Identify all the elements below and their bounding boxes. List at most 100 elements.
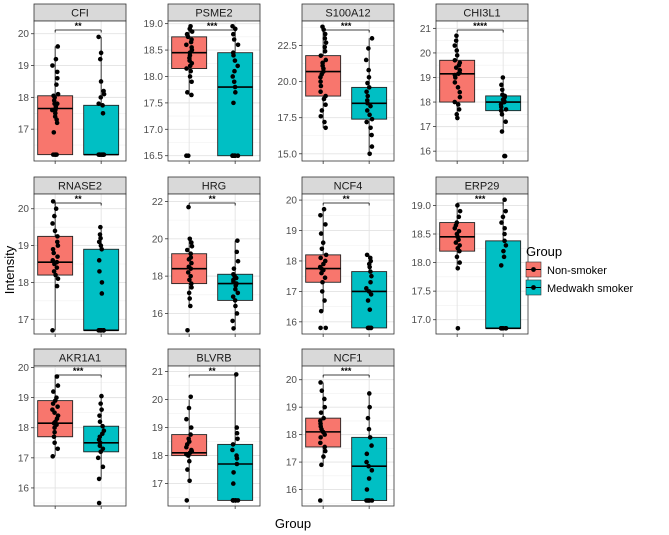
data-point (100, 446, 106, 452)
data-point (184, 31, 190, 37)
box-non-smoker-ncf1 (305, 380, 342, 503)
data-point (502, 231, 507, 237)
data-point (319, 289, 325, 294)
data-point (51, 389, 56, 394)
data-point (184, 451, 189, 457)
data-point (323, 57, 329, 63)
panel-title-chi3l1: CHI3L1 (463, 8, 500, 20)
data-point (51, 93, 56, 99)
box-body (485, 240, 522, 329)
data-point (319, 388, 325, 394)
data-point (456, 107, 462, 112)
data-point (322, 258, 328, 264)
data-point (319, 108, 325, 113)
data-point (369, 36, 375, 41)
data-point (453, 38, 459, 43)
data-point (455, 265, 461, 271)
data-point (98, 235, 103, 241)
data-point (498, 263, 504, 268)
panel-border-hrg (167, 193, 261, 335)
box-non-smoker-chi3l1 (439, 33, 476, 121)
data-point (317, 418, 323, 424)
data-point (235, 258, 241, 264)
data-point (364, 286, 369, 291)
panel-title-erp29: ERP29 (465, 181, 500, 193)
data-point (454, 254, 460, 260)
y-tick-label: 21 (420, 24, 432, 35)
panel-border-rnase2 (33, 193, 127, 335)
data-point (189, 243, 195, 249)
data-point (457, 89, 463, 95)
data-point (188, 251, 194, 257)
panel-title-psme2: PSME2 (195, 8, 232, 20)
panel-s100a12: S100A12 15.0 17.5 20.0 22.5 *** (278, 3, 395, 164)
data-point (235, 238, 240, 243)
panel-erp29: ERP29 17.0 17.5 18.0 18.5 19.0 *** (412, 176, 529, 337)
legend: Group Non-smoker Medwakh smoker (525, 244, 634, 296)
data-point (365, 415, 371, 421)
data-point (457, 94, 463, 100)
data-point (233, 303, 238, 309)
y-tick-label: 18 (152, 451, 164, 462)
data-point (100, 423, 105, 429)
data-point (51, 269, 57, 274)
data-point (232, 58, 238, 63)
data-point (54, 259, 60, 265)
data-point (185, 467, 190, 472)
data-point (363, 57, 369, 63)
y-tick-label: 18 (18, 423, 30, 434)
data-point (55, 413, 61, 418)
data-point (369, 273, 374, 279)
box-non-smoker-s100a12 (305, 24, 342, 131)
y-tick-label: 20.0 (278, 77, 298, 88)
data-point (452, 72, 458, 78)
data-point (235, 63, 240, 69)
significance-label-s100a12: *** (341, 21, 352, 31)
data-point (452, 43, 458, 48)
data-point (320, 240, 326, 245)
data-point (499, 112, 505, 117)
data-point (189, 37, 194, 42)
data-point (186, 290, 192, 296)
data-point (323, 222, 328, 227)
y-tick-label: 19.0 (412, 201, 432, 212)
data-point (100, 464, 106, 470)
data-point (369, 116, 375, 122)
box-medwakh-smoker-ncf1 (351, 391, 388, 503)
data-point (234, 311, 240, 316)
data-point (455, 85, 461, 90)
data-point (98, 79, 104, 84)
data-point (97, 56, 103, 62)
data-point (503, 243, 509, 248)
data-point (367, 151, 372, 157)
data-point (53, 272, 58, 278)
data-point (318, 79, 323, 84)
data-point (50, 407, 55, 412)
panel-blvrb: BLVRB 17 18 19 20 21 ** (152, 348, 261, 509)
data-point (55, 91, 61, 97)
data-point (452, 80, 458, 85)
data-point (452, 57, 458, 63)
y-tick-label: 16 (286, 317, 298, 328)
data-point (498, 108, 504, 113)
data-point (230, 74, 236, 79)
significance-label-chi3l1: **** (473, 21, 488, 31)
data-point (184, 42, 189, 48)
data-point (233, 372, 239, 377)
data-point (184, 66, 189, 71)
data-point (50, 63, 55, 68)
y-tick-label: 20 (420, 48, 432, 59)
box-medwakh-smoker-ncf4 (351, 252, 388, 331)
data-point (53, 206, 59, 212)
panel-akr1a1: AKR1A1 16 17 18 19 20 *** (18, 348, 127, 509)
y-tick-label: 17.5 (278, 113, 298, 124)
data-point (364, 459, 369, 465)
data-point (97, 413, 102, 418)
y-tick-label: 20 (18, 29, 30, 40)
data-point (55, 75, 60, 81)
data-point (188, 255, 194, 260)
data-point (99, 246, 105, 252)
y-tick-label: 18.0 (144, 72, 164, 83)
data-point (189, 260, 194, 266)
